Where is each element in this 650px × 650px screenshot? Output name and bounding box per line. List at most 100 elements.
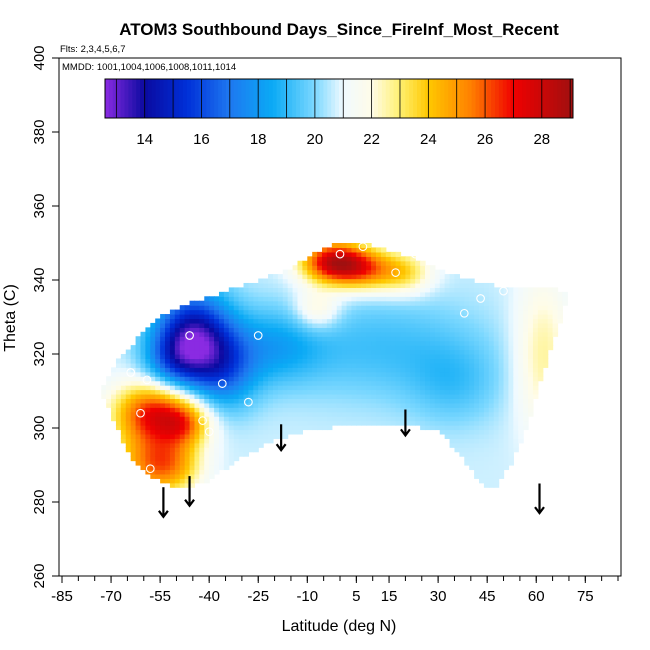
heat-cell: [429, 345, 436, 351]
heat-cell: [253, 402, 259, 408]
heat-cell: [287, 362, 294, 368]
heat-cell: [483, 340, 490, 346]
heat-cell: [165, 354, 171, 360]
heat-cell: [454, 278, 460, 284]
heat-cell: [454, 376, 460, 382]
heat-cell: [341, 336, 348, 342]
heat-cell: [204, 367, 210, 373]
heat-cell: [165, 442, 171, 448]
heat-cell: [351, 385, 357, 391]
heat-cell: [214, 314, 220, 320]
heat-cell: [420, 287, 426, 293]
heat-cell: [361, 256, 367, 262]
colorbar-segment: [229, 79, 235, 118]
heat-cell: [326, 300, 333, 306]
heat-cell: [410, 327, 416, 333]
heat-cell: [282, 393, 289, 399]
heat-cell: [307, 314, 313, 320]
heat-cell: [322, 345, 328, 351]
heat-cell: [179, 358, 186, 364]
heat-cell: [425, 425, 431, 431]
heat-cell: [439, 385, 446, 391]
heat-cell: [223, 433, 230, 439]
heat-cell: [380, 251, 387, 257]
heat-cell: [513, 398, 519, 404]
heat-cell: [532, 385, 539, 391]
heat-cell: [169, 482, 176, 488]
heat-cell: [405, 282, 411, 288]
heat-cell: [385, 322, 392, 328]
heat-cell: [258, 291, 264, 297]
heat-cell: [277, 407, 284, 413]
heat-cell: [375, 385, 382, 391]
heat-cell: [169, 393, 176, 399]
heat-cell: [150, 433, 156, 439]
heat-cell: [346, 287, 353, 293]
heat-cell: [503, 425, 510, 431]
heat-cell: [120, 393, 127, 399]
heat-cell: [272, 296, 279, 302]
heat-cell: [459, 398, 465, 404]
heat-cell: [160, 393, 166, 399]
heat-cell: [410, 354, 416, 360]
heat-cell: [444, 327, 451, 333]
heat-cell: [488, 478, 495, 484]
heat-cell: [390, 265, 397, 271]
heat-cell: [214, 442, 220, 448]
heat-cell: [160, 433, 166, 439]
heat-cell: [194, 354, 200, 360]
heat-cell: [223, 407, 230, 413]
heat-cell: [449, 291, 456, 297]
heat-cell: [174, 456, 181, 462]
heat-cell: [469, 425, 475, 431]
heat-cell: [498, 411, 505, 417]
heat-cell: [312, 309, 318, 315]
heat-cell: [297, 402, 303, 408]
heat-cell: [454, 371, 460, 377]
heat-cell: [317, 260, 323, 266]
heat-cell: [238, 402, 245, 408]
heat-cell: [513, 416, 519, 422]
heat-cell: [449, 354, 456, 360]
heat-cell: [307, 354, 313, 360]
heat-cell: [184, 447, 191, 453]
heat-cell: [410, 265, 416, 271]
heat-cell: [169, 389, 176, 395]
heat-cell: [395, 314, 402, 320]
heat-cell: [488, 385, 495, 391]
heat-cell: [317, 269, 323, 275]
heat-cell: [336, 291, 343, 297]
heat-cell: [547, 327, 554, 333]
heat-cell: [444, 291, 451, 297]
heat-cell: [115, 393, 122, 399]
heat-cell: [268, 433, 274, 439]
heat-cell: [439, 309, 446, 315]
heat-cell: [385, 296, 392, 302]
heat-cell: [405, 296, 411, 302]
heat-cell: [199, 376, 205, 382]
heat-cell: [371, 331, 377, 337]
heat-cell: [469, 314, 475, 320]
heat-cell: [488, 354, 495, 360]
heat-cell: [336, 274, 343, 280]
heat-cell: [513, 331, 519, 337]
heat-cell: [174, 354, 181, 360]
heat-cell: [174, 442, 181, 448]
colorbar-segment: [120, 79, 125, 118]
heat-cell: [429, 265, 436, 271]
heat-cell: [356, 296, 362, 302]
heat-cell: [346, 376, 353, 382]
heat-cell: [390, 407, 397, 413]
heat-cell: [415, 296, 421, 302]
heat-cell: [174, 331, 181, 337]
heat-cell: [322, 269, 328, 275]
heat-cell: [169, 327, 176, 333]
heat-cell: [115, 425, 122, 431]
heat-cell: [493, 318, 500, 324]
heat-cell: [199, 340, 205, 346]
heat-cell: [272, 287, 279, 293]
heat-cell: [331, 354, 338, 360]
heat-cell: [199, 354, 205, 360]
heat-cell: [130, 354, 137, 360]
heat-cell: [395, 402, 402, 408]
